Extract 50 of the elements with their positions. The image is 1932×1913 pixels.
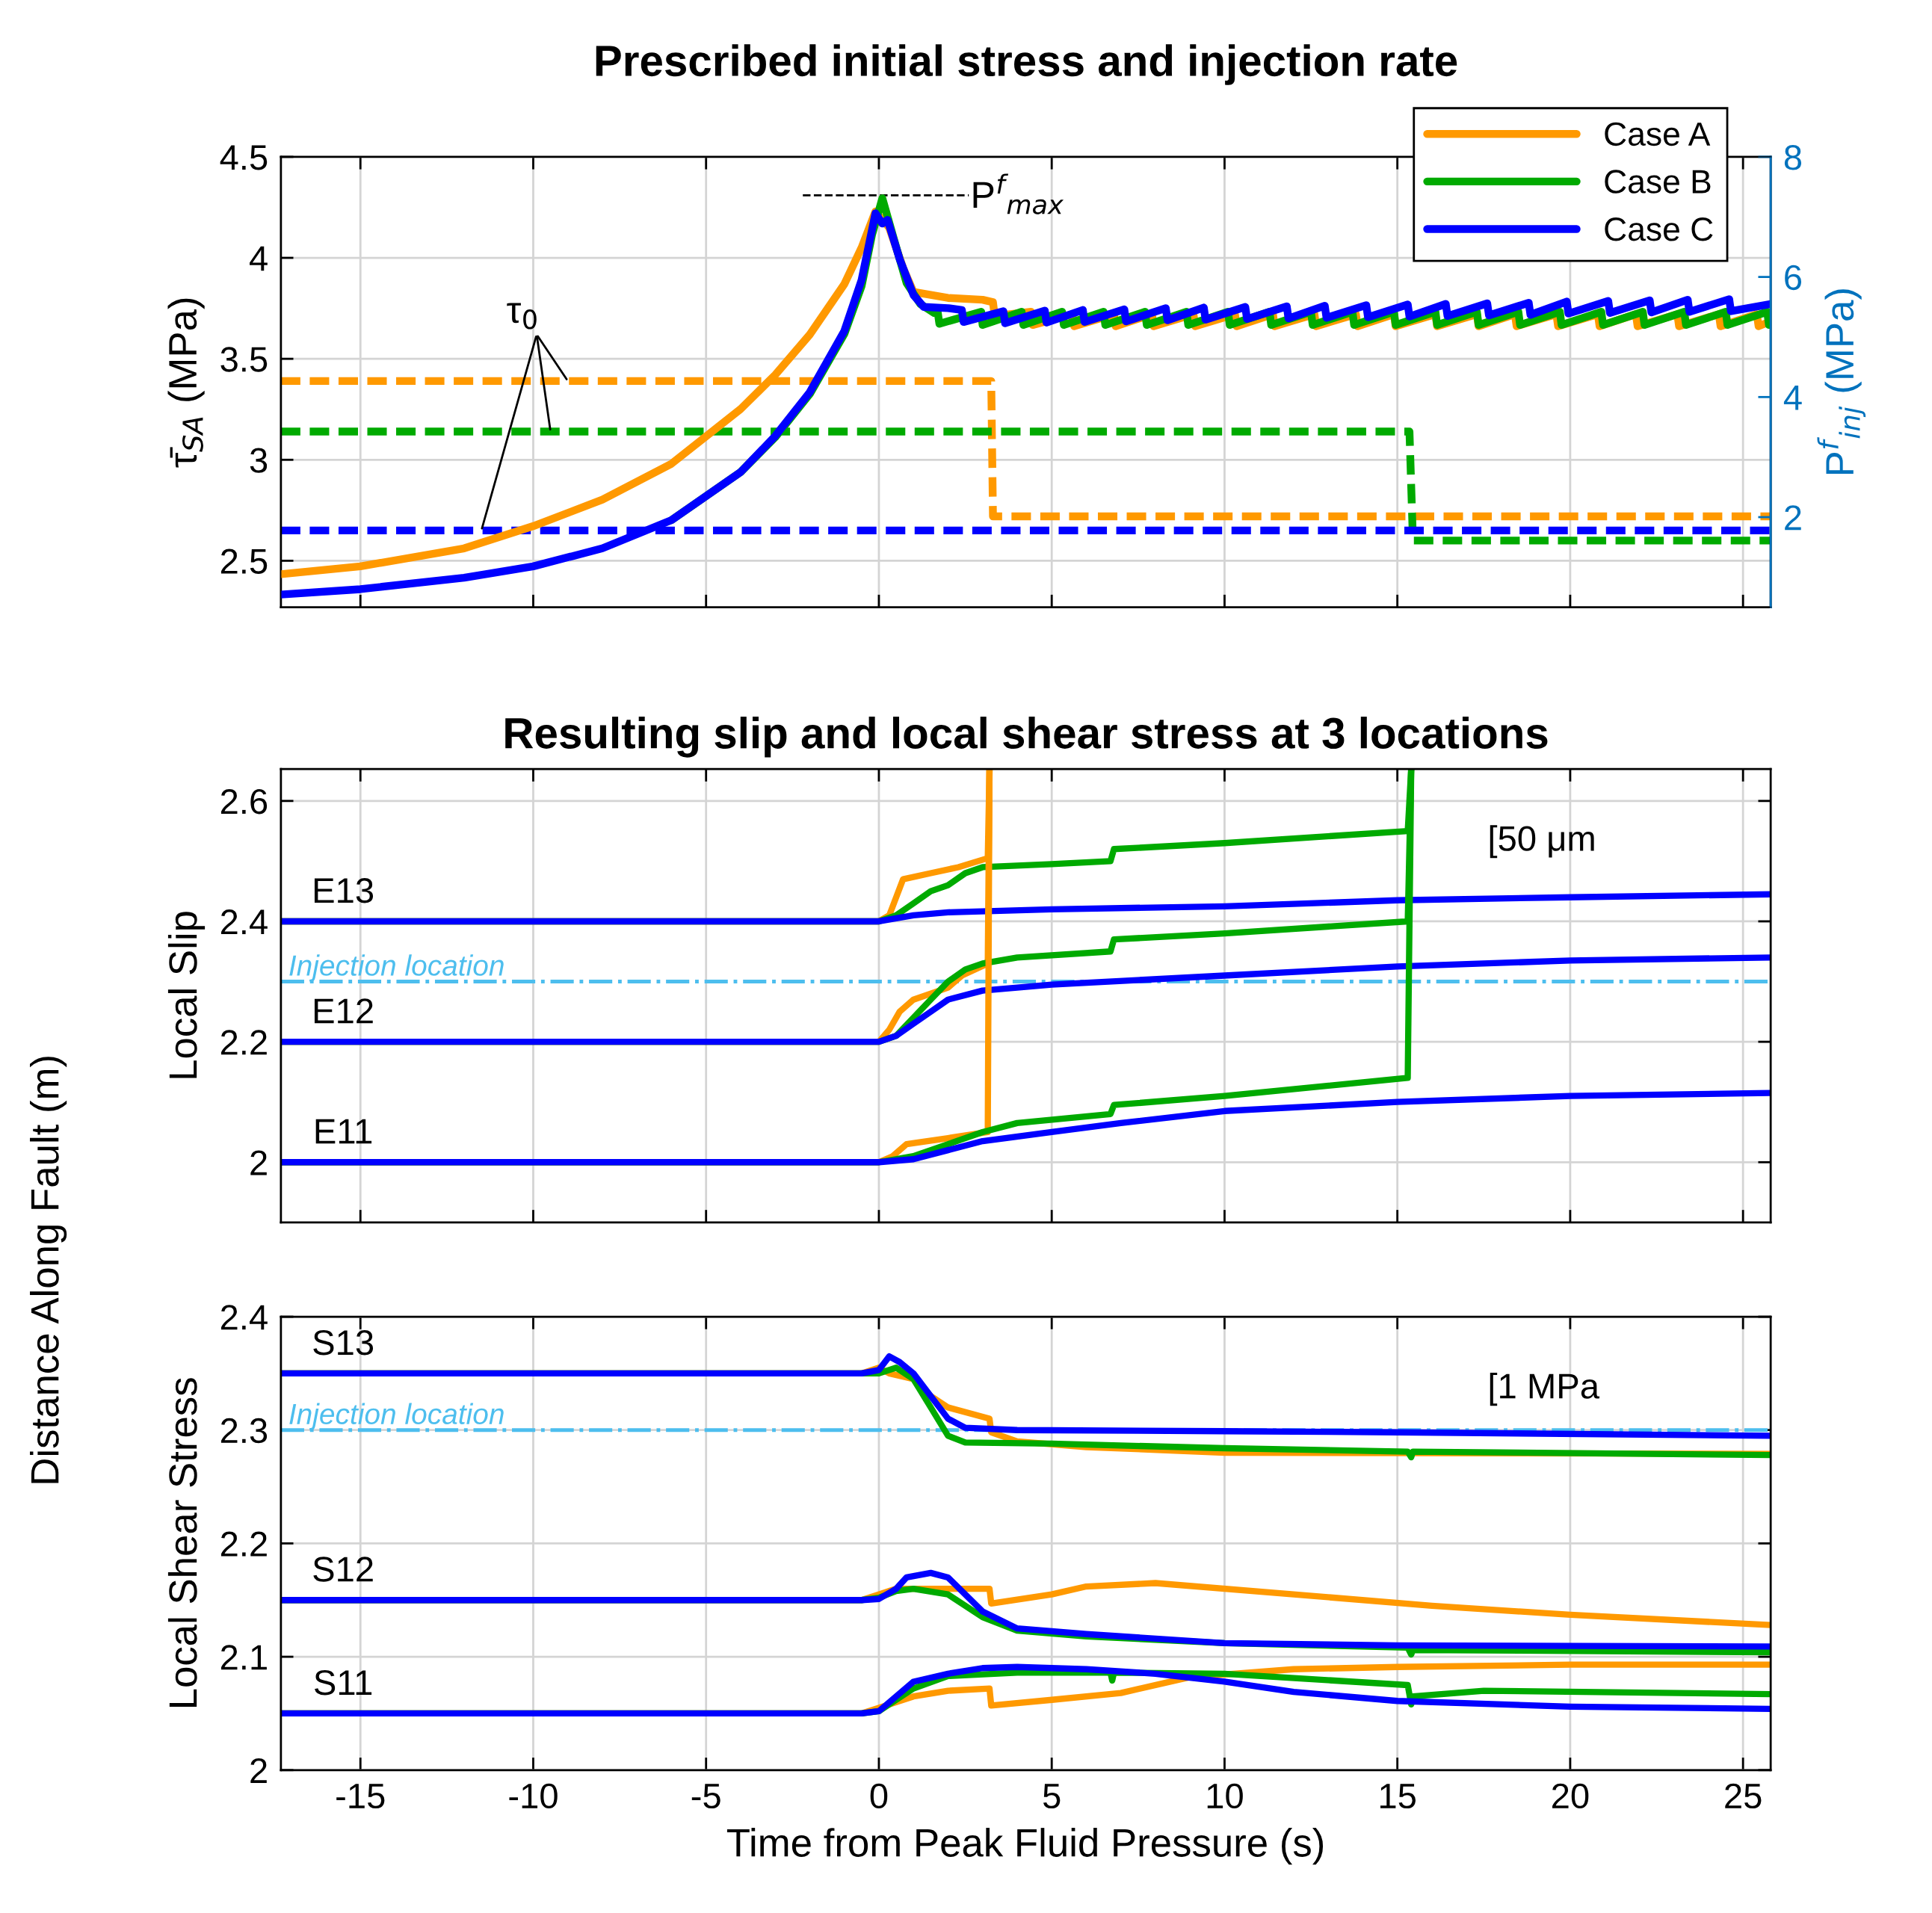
y-tick-label: 4 (250, 246, 268, 271)
text: Distance Along Fault (m) (30, 1057, 67, 1483)
annotation: [50 μm (1490, 825, 1594, 859)
y2-tick-label: 4 (1783, 385, 1802, 410)
annotation: τ$_{0}$ (507, 303, 537, 330)
x-tick-label: -15 (336, 1784, 385, 1809)
y-axis-title: Local Shear Stress (167, 1378, 197, 1708)
y-tick-label: 2.2 (220, 1531, 267, 1557)
chart-title: Prescribed initial stress and injection rate (596, 44, 1457, 85)
ref-line-label: Injection location (289, 1403, 504, 1430)
annotation: S12 (313, 1557, 373, 1582)
y2-tick-label: 8 (1784, 145, 1802, 170)
y-axis-title: Local Slip (167, 912, 206, 1078)
annotation: [1 MPa (1490, 1373, 1600, 1406)
y2-axis-title: P$^{f}$$_{inj}$ (MPa) (1817, 289, 1866, 475)
annotation: E11 (315, 1119, 372, 1144)
annotation: E13 (314, 878, 374, 903)
y2-tick-label: 6 (1785, 265, 1802, 291)
y-tick-label: 2.6 (220, 788, 268, 815)
y-tick-label: 4.5 (220, 145, 268, 170)
y-tick-label: 3.5 (220, 347, 268, 372)
y-tick-label: 2 (250, 1758, 267, 1783)
x-tick-label: 25 (1725, 1783, 1762, 1809)
ref-line-label: Injection location (289, 954, 504, 982)
y-tick-label: 2.1 (220, 1645, 267, 1670)
y-tick-label: 2 (250, 1150, 267, 1175)
x-tick-label: -5 (691, 1784, 720, 1809)
x-axis-title: Time from Peak Fluid Pressure (s) (726, 1828, 1324, 1865)
x-tick-label: 10 (1207, 1783, 1243, 1809)
legend-label: Case C (1605, 217, 1713, 241)
x-tick-label: 0 (870, 1783, 888, 1809)
x-tick-label: 15 (1380, 1784, 1416, 1809)
annotation: P$^{f}$$_{max}$ (973, 173, 1064, 214)
y-tick-label: 2.4 (220, 909, 268, 935)
y-tick-label: 2.3 (220, 1418, 268, 1444)
annotation: E12 (314, 998, 373, 1024)
annotation: S11 (314, 1669, 372, 1696)
legend-label: Case B (1605, 170, 1711, 194)
y-axis-title: τ̄$_{SA}$ (MPa) (167, 298, 205, 468)
x-tick-label: -10 (509, 1783, 558, 1809)
y-tick-label: 2.2 (220, 1030, 267, 1055)
y-tick-label: 2.4 (220, 1305, 268, 1330)
legend-label: Case A (1605, 122, 1711, 146)
x-tick-label: 5 (1043, 1784, 1061, 1809)
x-tick-label: 20 (1552, 1783, 1589, 1809)
y2-tick-label: 2 (1785, 505, 1801, 531)
annotation: S13 (313, 1329, 374, 1356)
chart-title: Resulting slip and local shear stress at 3 locations (505, 717, 1548, 758)
y-tick-label: 3 (250, 448, 268, 473)
y-tick-label: 2.5 (220, 548, 268, 574)
